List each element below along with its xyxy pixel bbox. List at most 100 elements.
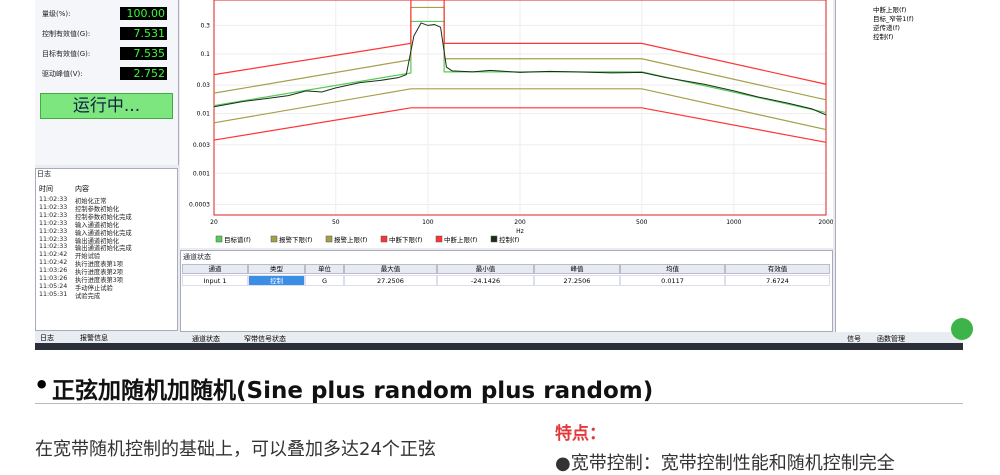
- legend-label: 控制(f): [499, 235, 519, 244]
- legend-label: 报警上限(f): [334, 235, 367, 244]
- series-line: [213, 88, 827, 131]
- legend-swatch: [270, 235, 278, 243]
- legend-swatch: [215, 235, 223, 243]
- param-label: 驱动峰值(V):: [42, 70, 83, 78]
- legend-swatch: [490, 235, 498, 243]
- table-header: 单位: [305, 264, 344, 274]
- series-line: [213, 107, 827, 143]
- log-cell: 试验完成: [75, 292, 101, 300]
- param-label: 控制有效值(G):: [42, 30, 91, 38]
- log-cell: 11:02:33: [39, 196, 68, 203]
- log-panel: [35, 168, 178, 331]
- table-header: 均值: [620, 264, 725, 274]
- table-cell: 控制: [248, 275, 305, 286]
- taskbar: [35, 343, 963, 350]
- plot-frame: [213, 0, 827, 216]
- table-cell: 27.2506: [534, 275, 620, 286]
- log-cell: 11:02:33: [39, 203, 68, 211]
- legend-label: 报警下限(f): [279, 235, 312, 244]
- table-cell: G: [305, 275, 344, 286]
- x-tick-label: 50: [332, 219, 340, 226]
- log-column: 时间: [39, 185, 53, 193]
- legend-swatch: [325, 235, 333, 243]
- paragraph: 在宽带随机控制的基础上，可以叠加多达24个正弦: [35, 439, 436, 460]
- right-tab[interactable]: 函数管理: [877, 335, 905, 343]
- legend-label: 中断上限(f): [444, 235, 477, 244]
- table-cell: Input 1: [182, 275, 248, 286]
- table-header: 峰值: [534, 264, 620, 274]
- y-tick-label: 0.3: [200, 22, 210, 29]
- table-cell: -24.1426: [437, 275, 534, 286]
- log-cell: 输出通道初始化: [75, 237, 120, 245]
- param-value: 2.752: [120, 67, 167, 80]
- section-heading: 正弦加随机加随机(Sine plus random plus random): [52, 378, 654, 404]
- tree-item: 目标_窄带1(f): [873, 15, 914, 23]
- log-cell: 11:02:33: [39, 227, 68, 235]
- status-panel: [180, 250, 833, 332]
- log-cell: 输入通道初始化: [75, 221, 120, 229]
- log-cell: 控制参数初始化: [75, 205, 120, 213]
- y-tick-label: 0.0003: [189, 201, 210, 208]
- log-cell: 11:02:42: [39, 251, 68, 259]
- x-tick-label: 20: [210, 219, 218, 226]
- log-cell: 11:02:33: [39, 219, 68, 227]
- log-cell: 11:02:33: [39, 243, 68, 251]
- chart: 0.3 0.1 0.03 0.01 0.003 0.001 0.0003 20 50 100 200…: [189, 0, 833, 244]
- param-label: 目标有效值(G):: [42, 50, 91, 58]
- features-label: 特点：: [555, 424, 606, 444]
- y-tick-label: 0.03: [197, 82, 211, 89]
- section-bullet: •: [34, 371, 50, 399]
- table-header: 类型: [248, 264, 305, 274]
- log-cell: 11:05:31: [39, 290, 68, 298]
- log-cell: 11:02:42: [39, 259, 68, 267]
- log-cell: 初始化正常: [75, 198, 107, 205]
- table-cell: 27.2506: [344, 275, 437, 286]
- status-title: 通道状态: [183, 253, 211, 261]
- tree-item: 逆传递(f): [873, 24, 900, 32]
- y-tick-label: 0.001: [193, 170, 210, 177]
- legend-swatch: [435, 235, 443, 243]
- status-tab[interactable]: 窄带信号状态: [244, 335, 286, 343]
- table-cell: 0.0117: [620, 275, 725, 286]
- series-line: [213, 22, 827, 116]
- legend-label: 目标谱(f): [224, 235, 251, 244]
- y-tick-label: 0.003: [193, 142, 210, 149]
- x-tick-label: 1000: [726, 219, 741, 226]
- y-tick-label: 0.01: [197, 111, 211, 118]
- log-cell: 11:03:26: [39, 275, 68, 282]
- param-label: 量级(%):: [42, 10, 71, 18]
- tree-item: 中断上限(f): [873, 6, 907, 14]
- tree-item: 控制(f): [873, 33, 894, 41]
- table-header: 有效值: [725, 264, 830, 274]
- log-cell: 开始试验: [75, 253, 101, 261]
- log-cell: 11:03:26: [39, 267, 68, 275]
- log-cell: 控制参数初始化完成: [75, 213, 132, 221]
- log-tab[interactable]: 报警信息: [80, 334, 108, 342]
- chart-panel: [180, 0, 833, 248]
- log-cell: 输出通道初始化完成: [75, 245, 132, 253]
- log-cell: 输入通道初始化完成: [75, 229, 132, 237]
- table-header: 最大值: [344, 264, 437, 274]
- bullet-text: ●宽带控制：宽带控制性能和随机控制完全: [555, 453, 895, 474]
- left-panel: [35, 0, 179, 165]
- series-line: [213, 0, 827, 85]
- y-tick-label: 0.1: [200, 51, 210, 58]
- log-cell: 11:05:24: [39, 282, 68, 290]
- log-title: 日志: [37, 170, 51, 178]
- right-tab[interactable]: 信号: [847, 335, 861, 343]
- status-button[interactable]: 运行中...: [40, 93, 173, 119]
- param-value: 7.535: [120, 47, 167, 60]
- log-cell: 执行进度表第1项: [75, 261, 124, 269]
- x-axis-label: Hz: [516, 228, 524, 235]
- log-column: 内容: [75, 185, 89, 193]
- right-panel: [835, 0, 964, 332]
- x-tick-label: 200: [514, 219, 526, 226]
- param-value: 100.00: [120, 7, 167, 20]
- x-tick-label: 2000: [818, 219, 833, 226]
- log-cell: 执行进度表第2项: [75, 269, 124, 277]
- status-tab[interactable]: 通道状态: [192, 335, 220, 343]
- log-tab[interactable]: 日志: [40, 334, 54, 342]
- log-cell: 11:02:33: [39, 211, 68, 219]
- table-header: 通道: [182, 264, 248, 274]
